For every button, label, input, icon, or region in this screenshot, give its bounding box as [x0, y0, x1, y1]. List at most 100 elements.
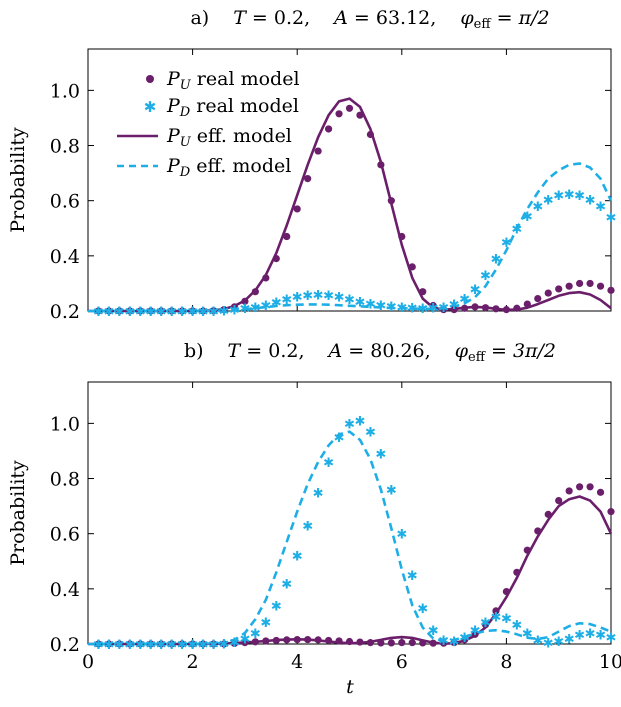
panel-b-point-p-u-real-model: [513, 568, 521, 576]
panel-b-point-p-u-real-model: [105, 640, 113, 648]
panel-b-ticks: 0.2 0.4 0.6 0.8 1.0 0 2 4 6 8 10: [50, 382, 621, 673]
panel-b-point-p-u-real-model: [241, 639, 249, 647]
panel-b-point-p-u-real-model: [471, 630, 479, 638]
legend-item-pd-eff: PD eff. model: [117, 155, 291, 180]
panel-a-point-p-u-real-model: [157, 307, 165, 315]
legend-item-pd-real: ✱ PD real model: [144, 95, 299, 120]
panel-b-ytick-label: 0.6: [50, 524, 80, 546]
panel-a-point-p-u-real-model: [189, 307, 197, 315]
panel-b-point-p-u-real-model: [555, 496, 563, 505]
panel-a-point-p-d-real-model: ✱: [135, 305, 146, 320]
panel-a-point-p-u-real-model: [115, 307, 123, 315]
panel-b-point-p-u-real-model: [419, 639, 427, 647]
panel-b-point-p-u-real-model: [230, 639, 239, 648]
panel-b-point-p-d-real-model: ✱: [365, 426, 376, 441]
panel-a-point-p-d-real-model: ✱: [344, 293, 355, 308]
panel-b-xtick-label: 6: [396, 651, 408, 673]
panel-a-point-p-u-real-model: [387, 197, 395, 205]
panel-a-point-p-d-real-model: ✱: [145, 305, 156, 320]
panel-a-point-p-u-real-model: [419, 288, 427, 296]
panel-a-point-p-d-real-model: ✱: [103, 305, 114, 320]
panel-a-phi: π/2: [518, 7, 550, 29]
panel-b-point-p-d-real-model: ✱: [574, 628, 585, 643]
panel-b-point-p-d-real-model: ✱: [250, 627, 261, 642]
panel-a-point-p-d-real-model: ✱: [187, 305, 198, 320]
panel-b-point-p-u-real-model: [115, 640, 123, 648]
panel-a-point-p-u-real-model: [209, 307, 218, 315]
panel-a-point-p-d-real-model: ✱: [219, 304, 230, 319]
panel-b-T: 0.2: [268, 340, 298, 362]
panel-a-point-p-d-real-model: ✱: [532, 200, 543, 215]
panel-b-point-p-d-real-model: ✱: [428, 624, 439, 639]
panel-a-point-p-d-real-model: ✱: [156, 305, 167, 320]
panel-a-point-p-d-real-model: ✱: [365, 297, 376, 312]
panel-b-point-p-u-real-model: [304, 635, 312, 644]
legend-item-pu-eff: PU eff. model: [117, 125, 292, 150]
panel-b-point-p-u-real-model: [356, 638, 364, 646]
panel-b-point-p-d-real-model: ✱: [407, 569, 418, 584]
panel-a-point-p-u-real-model: [450, 306, 458, 314]
panel-b-point-p-u-real-model: [596, 488, 605, 496]
panel-b-point-p-u-real-model: [147, 640, 155, 648]
panel-b-series-p-d-eff-model: [88, 430, 612, 646]
panel-a-point-p-d-real-model: ✱: [177, 305, 188, 320]
panel-b-title: b) T = 0.2, A = 80.26, φeff = 3π/2: [184, 340, 556, 365]
panel-a-point-p-d-real-model: ✱: [250, 301, 261, 316]
panel-b-point-p-d-real-model: ✱: [459, 631, 470, 646]
panel-b-point-p-d-real-model: ✱: [260, 616, 271, 631]
panel-a-point-p-d-real-model: ✱: [386, 300, 397, 315]
panel-b-point-p-u-real-model: [429, 639, 437, 647]
panel-a-point-p-u-real-model: [596, 282, 605, 290]
panel-b-point-p-u-real-model: [157, 640, 165, 648]
panel-b-point-p-u-real-model: [272, 636, 280, 645]
panel-b-point-p-u-real-model: [168, 640, 176, 648]
panel-a-point-p-u-real-model: [345, 104, 354, 112]
panel-a-point-p-u-real-model: [136, 307, 144, 315]
panel-b-point-p-d-real-model: ✱: [355, 415, 366, 430]
panel-b-point-p-d-real-model: ✱: [208, 638, 219, 653]
panel-a-point-p-d-real-model: ✱: [522, 210, 533, 225]
panel-a-point-p-d-real-model: ✱: [93, 305, 104, 320]
panel-a-series: ✱ ✱ ✱ ✱ ✱ ✱ ✱ ✱ ✱ ✱ ✱ ✱ ✱ ✱ ✱ ✱ ✱ ✱ ✱ ✱ ✱ ✱ ✱ ✱ ✱ ✱ ✱ ✱ ✱ ✱ ✱ ✱ ✱ ✱ ✱ ✱✱✱✱✱…: [88, 97, 616, 320]
panel-b-point-p-d-real-model: ✱: [375, 448, 386, 463]
panel-a-ytick-label: 0.8: [50, 136, 80, 158]
panel-b-point-p-d-real-model: ✱: [470, 624, 481, 639]
panel-b-point-p-d-real-model: ✱: [490, 610, 501, 625]
panel-b-point-p-u-real-model: [251, 638, 259, 646]
panel-a-point-p-d-real-model: ✱: [543, 193, 554, 208]
panel-b-ytick-label: 0.8: [50, 469, 80, 491]
panel-a-point-p-d-real-model: ✱: [449, 298, 460, 313]
panel-a-point-p-d-real-model: ✱: [323, 289, 334, 304]
panel-b-point-p-u-real-model: [345, 637, 354, 646]
panel-b-A: 80.26: [370, 340, 424, 362]
panel-a-point-p-d-real-model: ✱: [585, 193, 596, 208]
panel-a-point-p-u-real-model: [513, 304, 521, 312]
panel-a-point-p-u-real-model: [293, 205, 301, 213]
panel-b-point-p-d-real-model: ✱: [103, 638, 114, 653]
panel-b-point-p-u-real-model: [565, 487, 573, 495]
panel-a-point-p-d-real-model: ✱: [564, 188, 575, 203]
panel-a-point-p-u-real-model: [126, 307, 134, 315]
panel-a-point-p-u-real-model: [408, 263, 416, 271]
panel-a-ytick-label: 0.2: [50, 301, 80, 323]
legend-label-pd-eff: PD eff. model: [166, 155, 291, 180]
panel-a-point-p-u-real-model: [199, 307, 207, 315]
panel-b-point-p-d-real-model: ✱: [344, 417, 355, 432]
panel-a-ytick-label: 0.6: [50, 191, 80, 213]
panel-b-point-p-d-real-model: ✱: [480, 616, 491, 631]
panel-a-point-p-u-real-model: [262, 274, 270, 282]
panel-b-point-p-u-real-model: [408, 639, 416, 647]
panel-b-point-p-d-real-model: ✱: [166, 638, 177, 653]
panel-a-label: a): [190, 7, 209, 29]
panel-a-point-p-d-real-model: ✱: [417, 302, 428, 317]
panel-a-point-p-d-real-model: ✱: [375, 299, 386, 314]
panel-b-point-p-u-real-model: [209, 640, 218, 648]
panel-b-point-p-d-real-model: ✱: [135, 638, 146, 653]
panel-a-point-p-d-real-model: ✱: [595, 200, 606, 215]
panel-b-point-p-d-real-model: ✱: [187, 638, 198, 653]
panel-b-point-p-d-real-model: ✱: [229, 636, 240, 651]
panel-b-point-p-d-real-model: ✱: [198, 638, 209, 653]
panel-b-point-p-d-real-model: ✱: [281, 577, 292, 592]
panel-a-point-p-d-real-model: ✱: [553, 189, 564, 204]
